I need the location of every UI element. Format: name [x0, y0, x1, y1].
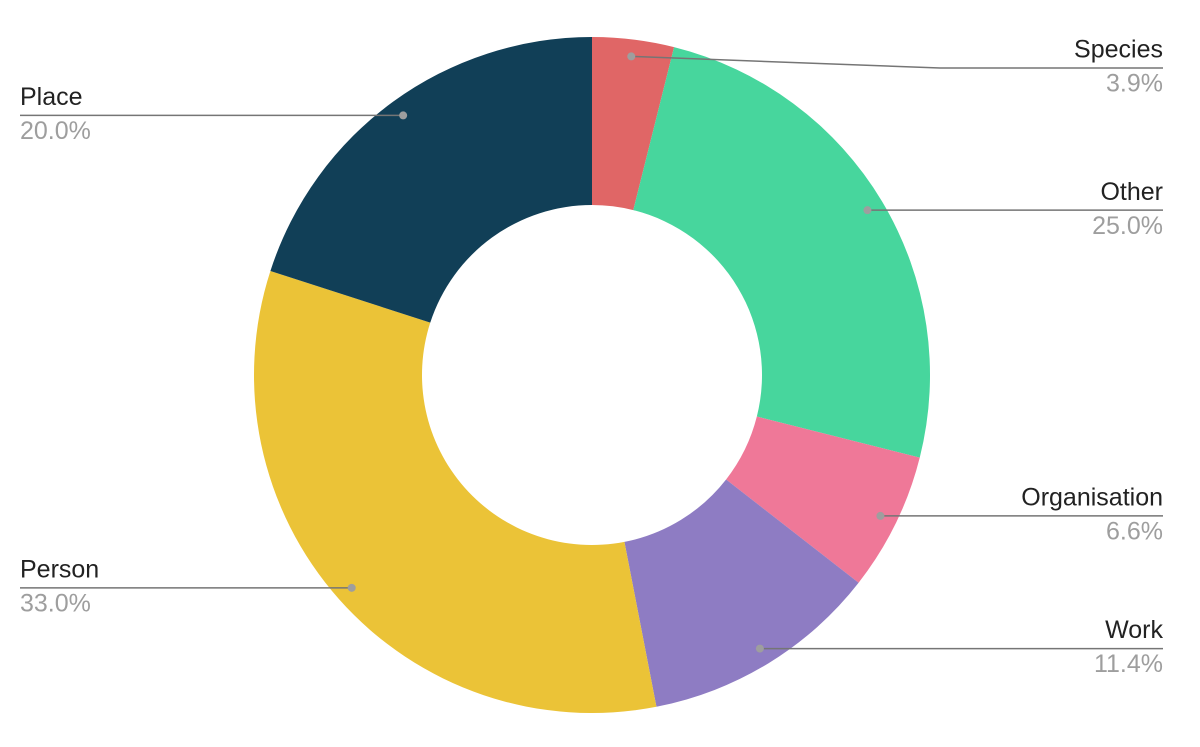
slice-label: Other	[1100, 178, 1163, 206]
slice-label: Work	[1105, 616, 1163, 644]
slice	[624, 479, 859, 707]
leader-dot	[755, 644, 764, 653]
leader-dot	[863, 206, 872, 215]
slice	[592, 37, 675, 211]
leader-dot	[876, 511, 885, 520]
value-label: 6.6%	[1106, 518, 1163, 546]
slice-label: Organisation	[1021, 484, 1163, 512]
value-label: 3.9%	[1106, 70, 1163, 98]
value-label: 11.4%	[1094, 650, 1163, 678]
leader-line	[631, 55, 1163, 69]
leader-dot	[627, 52, 636, 61]
slice	[726, 416, 920, 583]
slice	[270, 37, 592, 323]
slice	[253, 270, 657, 713]
slice-label: Place	[20, 83, 83, 111]
leader-dot	[347, 583, 356, 592]
value-label: 20.0%	[20, 117, 91, 145]
slice-label: Person	[20, 555, 99, 583]
value-label: 33.0%	[20, 589, 91, 617]
slice-label: Species	[1074, 36, 1163, 64]
slice	[633, 47, 930, 458]
leader-dot	[399, 111, 408, 120]
value-label: 25.0%	[1092, 212, 1163, 240]
